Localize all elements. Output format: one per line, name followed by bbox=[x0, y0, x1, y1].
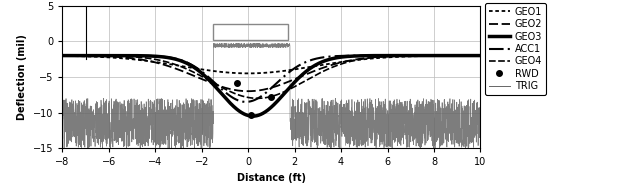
TRIG bbox=[477, 137, 484, 140]
ACC1 bbox=[392, 55, 400, 57]
GEO3 bbox=[243, 114, 250, 116]
GEO3 bbox=[346, 55, 354, 57]
ACC1 bbox=[242, 101, 250, 103]
GEO4 bbox=[392, 55, 400, 57]
GEO1 bbox=[245, 72, 252, 74]
GEO1 bbox=[392, 56, 400, 58]
ACC1 bbox=[385, 55, 392, 57]
GEO2 bbox=[392, 55, 400, 57]
ACC1 bbox=[59, 55, 66, 57]
GEO2 bbox=[59, 55, 66, 57]
TRIG bbox=[59, 101, 66, 103]
TRIG bbox=[107, 130, 114, 133]
TRIG bbox=[256, 42, 263, 44]
TRIG bbox=[237, 43, 245, 45]
GEO4 bbox=[385, 55, 392, 58]
GEO4 bbox=[59, 55, 66, 57]
GEO4 bbox=[254, 97, 261, 99]
Line: GEO3: GEO3 bbox=[62, 56, 480, 116]
GEO2 bbox=[385, 55, 392, 58]
GEO1 bbox=[59, 55, 66, 57]
Line: ACC1: ACC1 bbox=[62, 56, 480, 102]
ACC1 bbox=[101, 55, 109, 57]
GEO2 bbox=[245, 90, 252, 92]
Y-axis label: Deflection (mil): Deflection (mil) bbox=[17, 34, 27, 120]
GEO3 bbox=[392, 55, 400, 57]
GEO2 bbox=[101, 55, 109, 57]
GEO4 bbox=[346, 60, 354, 63]
TRIG bbox=[469, 140, 476, 142]
TRIG bbox=[219, 46, 227, 48]
GEO4 bbox=[477, 55, 484, 57]
GEO3 bbox=[477, 55, 484, 57]
Line: GEO4: GEO4 bbox=[62, 56, 480, 98]
GEO3 bbox=[101, 55, 109, 57]
GEO1 bbox=[385, 56, 392, 59]
GEO4 bbox=[243, 96, 250, 98]
ACC1 bbox=[228, 96, 235, 98]
Bar bbox=[213, 24, 288, 40]
GEO2 bbox=[346, 59, 354, 62]
GEO1 bbox=[101, 56, 109, 58]
TRIG bbox=[84, 147, 91, 149]
GEO4 bbox=[228, 91, 235, 93]
GEO1 bbox=[243, 72, 250, 74]
GEO2 bbox=[228, 88, 235, 90]
Line: GEO2: GEO2 bbox=[62, 56, 480, 91]
GEO3 bbox=[228, 103, 235, 105]
GEO2 bbox=[243, 90, 250, 92]
GEO3 bbox=[249, 115, 256, 117]
Line: TRIG: TRIG bbox=[62, 43, 480, 148]
TRIG bbox=[131, 127, 139, 130]
ACC1 bbox=[477, 55, 484, 57]
X-axis label: Distance (ft): Distance (ft) bbox=[237, 173, 306, 183]
GEO4 bbox=[101, 55, 109, 57]
GEO1 bbox=[346, 60, 354, 62]
GEO3 bbox=[385, 55, 392, 57]
TRIG bbox=[424, 131, 431, 133]
Line: GEO1: GEO1 bbox=[62, 56, 480, 73]
ACC1 bbox=[243, 101, 251, 103]
GEO1 bbox=[228, 72, 235, 74]
ACC1 bbox=[346, 55, 354, 57]
GEO2 bbox=[477, 55, 484, 57]
GEO3 bbox=[59, 55, 66, 57]
GEO1 bbox=[477, 55, 484, 57]
Legend: GEO1, GEO2, GEO3, ACC1, GEO4, RWD, TRIG: GEO1, GEO2, GEO3, ACC1, GEO4, RWD, TRIG bbox=[485, 3, 546, 95]
